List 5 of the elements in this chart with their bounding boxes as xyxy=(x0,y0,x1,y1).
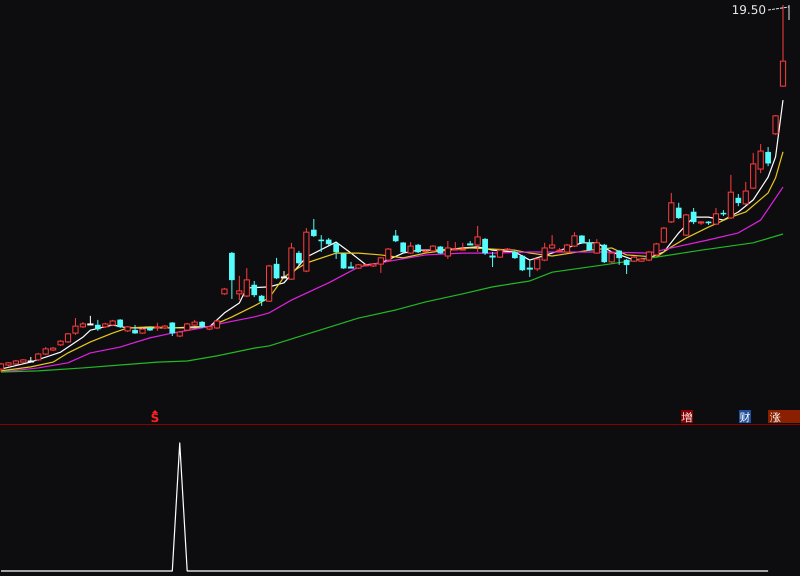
text: 财 xyxy=(740,411,750,424)
text: 涨 xyxy=(770,411,781,424)
text: S xyxy=(150,411,160,425)
annotation: 19.50 xyxy=(732,3,766,17)
text: 增 xyxy=(680,411,692,424)
